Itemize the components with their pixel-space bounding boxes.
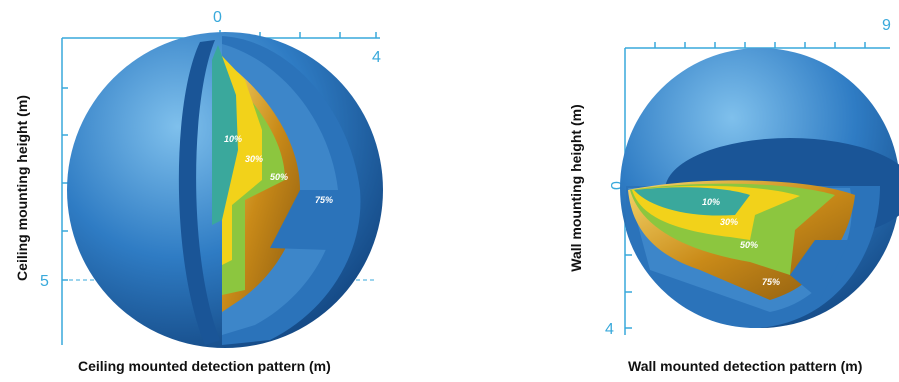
- ceiling-tick-0: 0: [213, 9, 222, 26]
- ceiling-cutaway: [178, 36, 361, 345]
- ceiling-pattern-figure: 0 4 5 10% 30% 50% 75%: [40, 9, 383, 348]
- wall-zone-10: [634, 187, 750, 216]
- wall-cutaway: [626, 138, 899, 329]
- wall-zone-label-10: 10%: [702, 197, 720, 207]
- wall-zone-label-30: 30%: [720, 217, 738, 227]
- wall-y-axis-label: Wall mounting height (m): [568, 104, 584, 272]
- ceiling-caption: Ceiling mounted detection pattern (m): [78, 358, 331, 374]
- ceiling-diagram-panel: 0 4 5 10% 30% 50% 75% Ceiling mounting h…: [14, 9, 383, 374]
- wall-diagram-panel: 9 0 4 10% 30% 50% 75% Wall mounting heig…: [450, 0, 899, 382]
- ceiling-tick-5: 5: [40, 273, 49, 290]
- ceiling-zone-label-30: 30%: [245, 154, 263, 164]
- wall-pattern-figure: 9 0 4 10% 30% 50% 75%: [605, 17, 899, 338]
- ceiling-zone-label-50: 50%: [270, 172, 288, 182]
- wall-zone-label-50: 50%: [740, 240, 758, 250]
- ceiling-y-axis-label: Ceiling mounting height (m): [14, 95, 30, 281]
- wall-zone-label-75: 75%: [762, 277, 780, 287]
- ceiling-tick-4: 4: [372, 49, 381, 66]
- wall-tick-9: 9: [882, 17, 891, 34]
- wall-tick-0: 0: [609, 181, 626, 190]
- wall-caption: Wall mounted detection pattern (m): [628, 358, 863, 374]
- wall-tick-4: 4: [605, 321, 614, 338]
- ceiling-zone-label-10: 10%: [224, 134, 242, 144]
- ceiling-zone-label-75: 75%: [315, 195, 333, 205]
- ceiling-zone-10: [212, 45, 238, 225]
